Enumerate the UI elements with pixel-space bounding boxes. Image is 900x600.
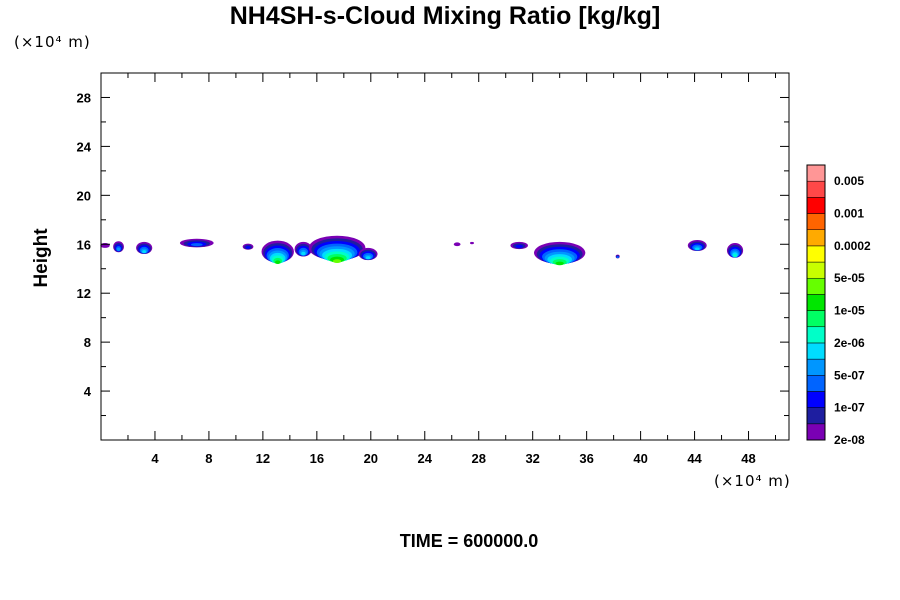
- colorbar-swatch: [806, 375, 826, 392]
- colorbar-swatch: [806, 229, 826, 247]
- plot-frame: [100, 72, 790, 441]
- colorbar-swatch: [806, 277, 826, 295]
- cloud-14: [687, 239, 707, 251]
- x-tick-label: 28: [471, 451, 485, 466]
- y-tick-label: 16: [77, 237, 91, 252]
- colorbar-swatch: [806, 342, 826, 360]
- cloud-11-level-2: [515, 244, 524, 249]
- y-axis-unit: (×10⁴ m): [14, 33, 91, 51]
- y-tick-label: 4: [84, 384, 92, 399]
- colorbar-label: 0.001: [834, 207, 864, 221]
- x-tick-label: 4: [151, 451, 159, 466]
- y-tick-label: 12: [77, 286, 91, 301]
- colorbar-swatch: [806, 294, 826, 311]
- colorbar-swatch: [806, 213, 826, 230]
- x-tick-label: 12: [256, 451, 270, 466]
- y-tick-label: 24: [77, 139, 92, 154]
- colorbar-swatch: [806, 391, 826, 408]
- chart-title: NH4SH-s-Cloud Mixing Ratio [kg/kg]: [229, 2, 661, 30]
- cloud-6: [294, 241, 313, 257]
- cloud-6-level-5: [301, 251, 306, 256]
- cloud-2: [136, 241, 153, 255]
- x-tick-label: 44: [687, 451, 702, 466]
- x-tick-label: 20: [364, 451, 378, 466]
- colorbar-label: 5e-07: [834, 368, 865, 382]
- cloud-9: [453, 242, 461, 247]
- cloud-14-level-5: [694, 247, 700, 251]
- y-tick-label: 28: [77, 90, 91, 105]
- cloud-3: [179, 238, 214, 248]
- cloud-12: [534, 241, 586, 266]
- cloud-10: [469, 241, 475, 245]
- x-tick-label: 48: [741, 451, 755, 466]
- x-tick-label: 40: [633, 451, 647, 466]
- cloud-layer: [100, 235, 744, 266]
- cloud-15: [726, 243, 744, 258]
- x-tick-label: 16: [310, 451, 324, 466]
- colorbar-swatch: [806, 407, 826, 425]
- cloud-9-level-0: [453, 242, 461, 247]
- cloud-2-level-5: [142, 250, 147, 254]
- colorbar-swatch: [806, 358, 826, 376]
- colorbar-swatch: [806, 197, 826, 214]
- colorbar-label: 5e-05: [834, 271, 865, 285]
- colorbar-label: 0.005: [834, 174, 864, 188]
- x-tick-label: 8: [205, 451, 212, 466]
- cloud-13: [615, 254, 620, 259]
- colorbar-label: 1e-07: [834, 401, 865, 415]
- x-tick-label: 32: [525, 451, 539, 466]
- cloud-10-level-0: [469, 241, 475, 245]
- cloud-12-level-8: [555, 261, 564, 266]
- colorbar-swatch: [806, 310, 826, 328]
- cloud-5-level-8: [275, 260, 281, 265]
- cloud-4-level-2: [245, 246, 251, 249]
- cloud-8-level-5: [365, 256, 371, 260]
- x-tick-label: 24: [418, 451, 433, 466]
- colorbar-frame: [806, 164, 826, 441]
- colorbar-label: 2e-08: [834, 433, 865, 447]
- cloud-1-level-4: [116, 247, 121, 251]
- cloud-5: [261, 240, 294, 265]
- colorbar-swatch: [806, 423, 826, 441]
- colorbar-swatch: [806, 245, 826, 263]
- time-footer: TIME = 600000.0: [399, 531, 539, 551]
- cloud-15-level-6: [733, 254, 737, 258]
- colorbar-label: 0.0002: [834, 239, 871, 253]
- colorbar: 0.005 0.001 0.0002 5e-05 1e-05 2e-06 5e-07 1e-0…: [806, 164, 871, 447]
- y-tick-label: 8: [84, 335, 91, 350]
- cloud-8: [358, 247, 378, 261]
- cloud-11: [510, 241, 528, 250]
- cloud-13-level-3: [616, 256, 619, 259]
- x-tick-label: 36: [579, 451, 593, 466]
- colorbar-swatch: [806, 164, 826, 182]
- cloud-3-level-3: [190, 243, 203, 247]
- x-axis-unit: (×10⁴ m): [714, 472, 791, 490]
- cloud-7: [308, 235, 366, 263]
- y-tick-label: 20: [77, 188, 91, 203]
- colorbar-swatch: [806, 180, 826, 198]
- colorbar-swatch: [806, 261, 826, 279]
- colorbar-swatch: [806, 326, 826, 344]
- colorbar-label: 2e-06: [834, 336, 865, 350]
- cloud-7-level-9: [332, 259, 342, 263]
- cloud-4: [242, 243, 254, 250]
- colorbar-label: 1e-05: [834, 304, 865, 318]
- cloud-1: [113, 241, 124, 253]
